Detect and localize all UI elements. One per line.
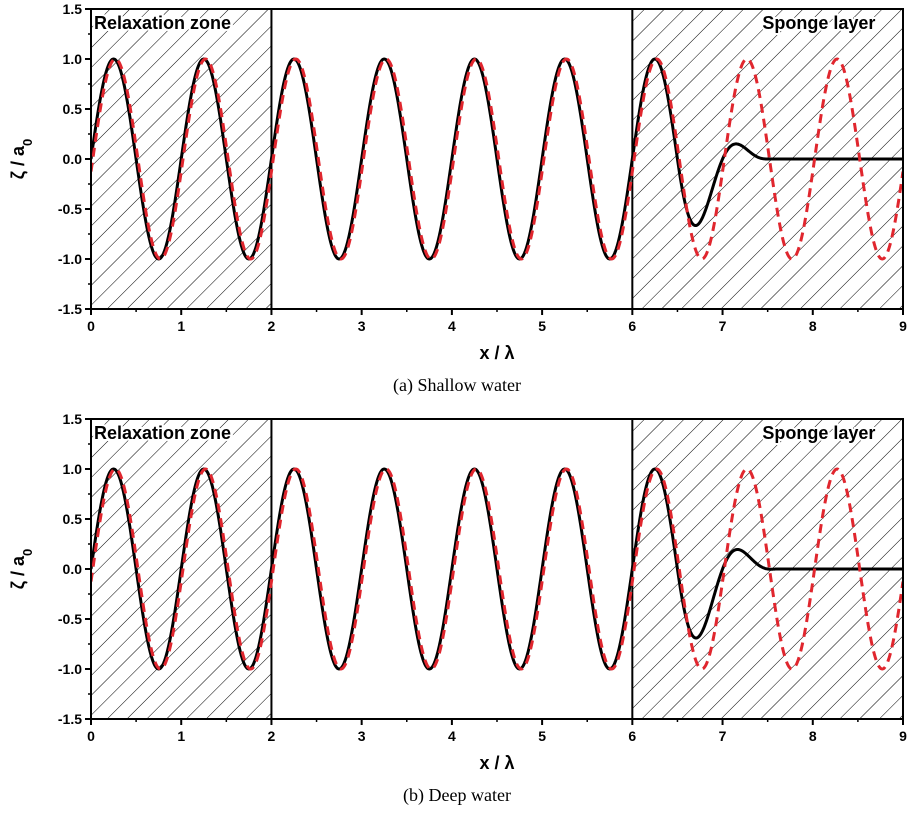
x-tick-label: 8 [809,728,817,744]
chart-svg-shallow: Relaxation zone Sponge layer 0 1 2 3 4 5 6 7 8 9 -1.… [8,1,907,396]
series-line-solid [91,467,903,671]
x-axis-label: x / λ [479,753,514,773]
y-tick-label: 1.5 [63,1,83,17]
x-tick-label: 4 [448,318,456,334]
y-tick-label: -0.5 [58,201,82,217]
y-tick-label: 0.5 [63,511,83,527]
y-tick-label: 0.0 [63,561,83,577]
y-tick-label: -1.5 [58,301,82,317]
zone-label: Sponge layer [762,13,875,33]
panel-caption: (b) Deep water [403,785,511,806]
chart-panel-shallow: Relaxation zone Sponge layer 0 1 2 3 4 5 6 7 8 9 -1.… [0,0,915,406]
x-tick-label: 7 [719,728,727,744]
x-tick-label: 4 [448,728,456,744]
y-tick-label: -1.0 [58,251,82,267]
x-tick-label: 9 [899,728,907,744]
y-tick-label: 1.0 [63,461,83,477]
chart-panel-deep: Relaxation zone Sponge layer 0 1 2 3 4 5 6 7 8 9 -1.… [0,410,915,816]
zone-label: Relaxation zone [94,423,231,443]
x-tick-label: 1 [177,318,185,334]
y-tick-label: -1.5 [58,711,82,727]
x-tick-label: 9 [899,318,907,334]
y-tick-label: 1.0 [63,51,83,67]
x-tick-label: 5 [538,318,546,334]
zone-label: Relaxation zone [94,13,231,33]
x-tick-label: 0 [87,318,95,334]
y-axis-label: ζ / a0 [8,549,35,590]
y-tick-label: 0.5 [63,101,83,117]
chart-svg-deep: Relaxation zone Sponge layer 0 1 2 3 4 5 6 7 8 9 -1.… [8,411,907,806]
x-tick-label: 3 [358,318,366,334]
x-tick-label: 3 [358,728,366,744]
x-tick-label: 0 [87,728,95,744]
series-line-solid [91,57,903,261]
series-line-dashed [91,57,903,261]
x-tick-label: 6 [628,318,636,334]
series-line-dashed [91,467,903,671]
x-tick-label: 5 [538,728,546,744]
x-axis-label: x / λ [479,343,514,363]
x-tick-label: 7 [719,318,727,334]
panel-caption: (a) Shallow water [393,375,521,396]
y-tick-label: -0.5 [58,611,82,627]
y-tick-label: 0.0 [63,151,83,167]
zone-label: Sponge layer [762,423,875,443]
x-tick-label: 2 [268,728,276,744]
x-tick-label: 2 [268,318,276,334]
x-tick-label: 1 [177,728,185,744]
x-tick-label: 8 [809,318,817,334]
y-axis-label: ζ / a0 [8,139,35,180]
x-tick-label: 6 [628,728,636,744]
y-tick-label: 1.5 [63,411,83,427]
y-tick-label: -1.0 [58,661,82,677]
